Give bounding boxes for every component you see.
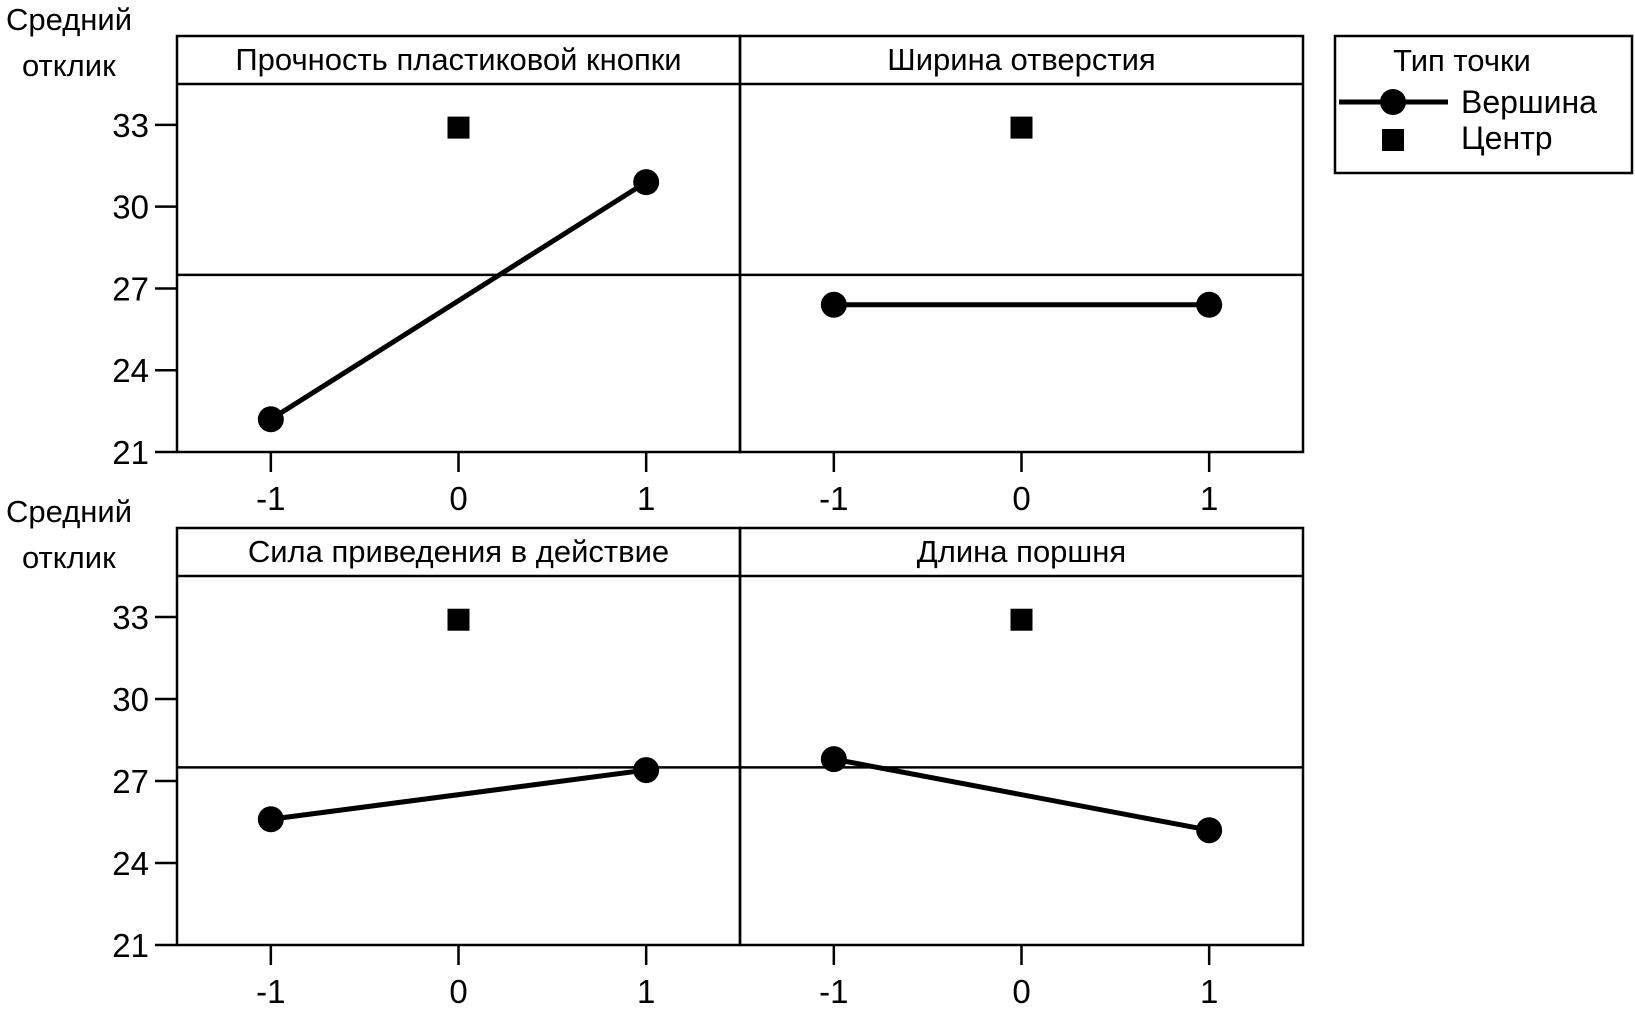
legend-entry-vertex: Вершина [1461, 84, 1597, 120]
panel-frame [738, 34, 1305, 454]
center-point [447, 608, 470, 631]
y-tick-label: 24 [112, 845, 149, 882]
panel-4: Длина поршня -1 0 1 [738, 526, 1305, 1009]
x-tick-label: 1 [1200, 480, 1218, 517]
panel-title: Ширина отверстия [887, 42, 1155, 77]
x-tick-label: -1 [819, 973, 848, 1009]
y-tick-label: 30 [112, 189, 149, 226]
panels-layer: Прочность пластиковой кнопки 21 24 27 30 33 -1… [6, 2, 1305, 1009]
y-tick-label: 30 [112, 681, 149, 718]
panel-frame [175, 34, 742, 454]
legend-entry-center: Центр [1461, 120, 1553, 156]
corner-point [257, 406, 284, 433]
y-axis-label: отклик [22, 540, 116, 575]
x-tick-label: 1 [1200, 973, 1218, 1009]
x-tick-label: 0 [449, 480, 467, 517]
x-tick-label: 0 [449, 973, 467, 1009]
center-point [1010, 608, 1033, 631]
corner-point [633, 169, 660, 196]
corner-series-line [269, 180, 648, 422]
x-tick-label: -1 [256, 973, 285, 1009]
y-tick-label: 21 [112, 434, 149, 471]
x-tick-label: 0 [1012, 480, 1030, 517]
y-tick-label: 27 [112, 763, 149, 800]
y-axis-label: отклик [22, 48, 116, 83]
corner-point [633, 757, 660, 784]
center-point [1010, 116, 1033, 139]
legend-square-symbol [1382, 129, 1404, 151]
corner-series-line [833, 756, 1210, 833]
x-tick-label: 1 [637, 480, 655, 517]
x-tick-label: 0 [1012, 973, 1030, 1009]
panel-3: Сила приведения в действие 21 24 27 30 33 -1 0 1 [112, 526, 742, 1009]
legend-circle-symbol [1380, 89, 1406, 115]
corner-point [1196, 817, 1223, 844]
panel-title: Сила приведения в действие [248, 534, 669, 569]
corner-point [257, 806, 284, 833]
panel-1: Прочность пластиковой кнопки 21 24 27 30 33 -1… [112, 34, 742, 517]
y-tick-label: 33 [112, 599, 149, 636]
panel-frame [738, 526, 1305, 947]
y-axis-label: Средний [6, 2, 132, 37]
x-tick-label: -1 [256, 480, 285, 517]
legend-title: Тип точки [1393, 43, 1531, 78]
y-axis-label: Средний [6, 494, 132, 529]
legend-frame [1333, 34, 1634, 175]
corner-point [820, 291, 847, 318]
panel-title: Прочность пластиковой кнопки [235, 42, 681, 77]
panel-title: Длина поршня [917, 534, 1126, 569]
panel-2: Ширина отверстия -1 0 1 [738, 34, 1305, 517]
y-tick-label: 24 [112, 352, 149, 389]
corner-point [1196, 291, 1223, 318]
corner-series-line [270, 767, 647, 822]
y-tick-label: 21 [112, 927, 149, 964]
panel-frame [175, 526, 742, 947]
center-point [447, 116, 470, 139]
corner-point [820, 746, 847, 773]
y-tick-label: 33 [112, 107, 149, 144]
x-tick-label: 1 [637, 973, 655, 1009]
x-tick-label: -1 [819, 480, 848, 517]
y-tick-label: 27 [112, 270, 149, 307]
